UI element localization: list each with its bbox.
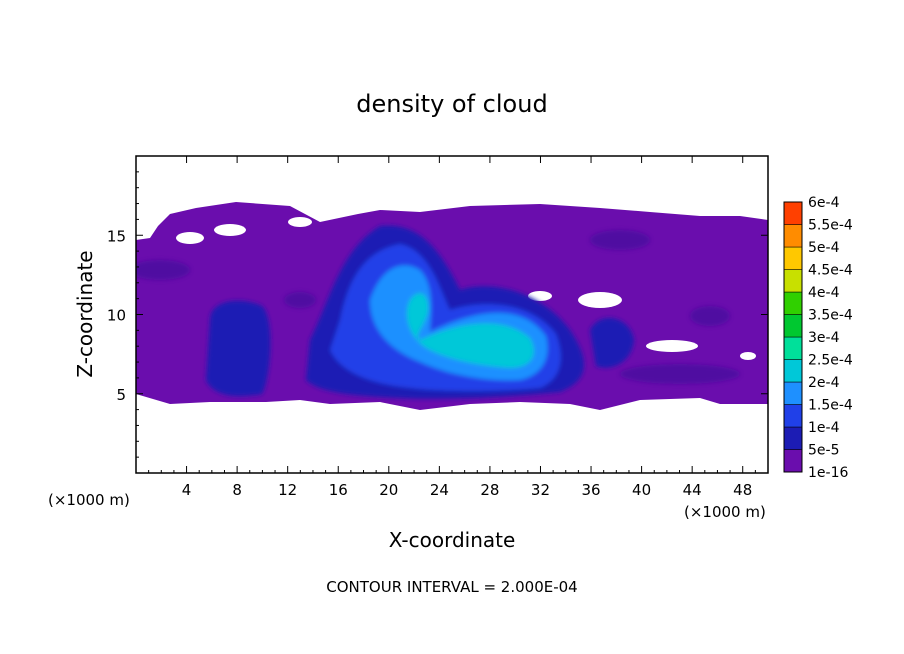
colorbar: 1e-16 5e-5 1e-4 1.5e-4 2e-4 2.5e-4 3e-4 3.5e-4 4… <box>783 195 853 481</box>
y-tick-label: 5 <box>116 386 126 404</box>
contour-interval-note: CONTOUR INTERVAL = 2.000E-04 <box>326 578 577 596</box>
x-tick-label: 12 <box>278 481 297 499</box>
colorbar-swatch <box>783 291 803 315</box>
colorbar-swatch <box>783 404 803 428</box>
colorbar-label: 4e-4 <box>808 285 840 301</box>
y-tick-label: 10 <box>107 307 126 325</box>
x-tick-label: 48 <box>733 481 752 499</box>
chart-title: density of cloud <box>356 90 547 118</box>
colorbar-label: 2.5e-4 <box>808 353 853 369</box>
x-tick-label: 24 <box>430 481 449 499</box>
colorbar-label: 5.5e-4 <box>808 218 853 234</box>
x-axis: 4 8 12 16 20 24 28 32 36 40 44 48 <box>148 156 756 499</box>
colorbar-swatch <box>783 336 803 360</box>
colorbar-swatch <box>783 246 803 270</box>
colorbar-swatch <box>783 269 803 293</box>
y-axis: 5 10 15 <box>107 171 768 458</box>
colorbar-swatch <box>783 381 803 405</box>
x-tick-label: 32 <box>531 481 550 499</box>
colorbar-label: 3.5e-4 <box>808 308 853 324</box>
x-tick-label: 4 <box>182 481 192 499</box>
colorbar-label: 2e-4 <box>808 375 840 391</box>
colorbar-label: 5e-4 <box>808 240 840 256</box>
x-tick-label: 40 <box>632 481 651 499</box>
x-tick-label: 36 <box>581 481 600 499</box>
colorbar-frame <box>783 201 803 473</box>
x-tick-label: 28 <box>480 481 499 499</box>
x-axis-label: X-coordinate <box>389 528 516 552</box>
colorbar-swatch <box>783 201 803 225</box>
colorbar-swatch <box>783 314 803 338</box>
blue-regions <box>206 225 634 399</box>
plot-area <box>136 156 768 473</box>
y-tick-label: 15 <box>107 227 126 245</box>
colorbar-label: 6e-4 <box>808 195 840 211</box>
colorbar-label: 4.5e-4 <box>808 263 853 279</box>
colorbar-swatch <box>783 449 803 473</box>
colorbar-swatch <box>783 426 803 450</box>
x-tick-label: 8 <box>232 481 242 499</box>
x-tick-label: 16 <box>329 481 348 499</box>
colorbar-label: 1.5e-4 <box>808 398 853 414</box>
colorbar-label: 1e-4 <box>808 420 840 436</box>
x-unit-right: (×1000 m) <box>684 503 766 521</box>
colorbar-swatch <box>783 359 803 383</box>
colorbar-label: 3e-4 <box>808 330 840 346</box>
x-tick-label: 20 <box>379 481 398 499</box>
x-unit-left: (×1000 m) <box>48 491 130 509</box>
colorbar-label: 5e-5 <box>808 443 839 459</box>
y-axis-label: Z-coordinate <box>73 250 97 377</box>
colorbar-swatch <box>783 224 803 248</box>
colorbar-label: 1e-16 <box>808 465 848 481</box>
x-tick-label: 44 <box>683 481 702 499</box>
dark-patches <box>136 230 740 384</box>
